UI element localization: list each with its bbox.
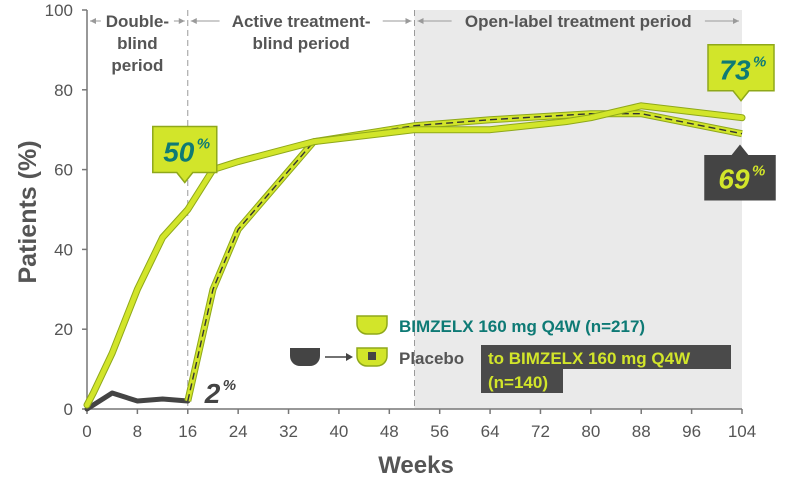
legend-bimzelx-swatch bbox=[356, 315, 388, 335]
open-label-shade bbox=[414, 10, 742, 409]
annotation-69-unit: % bbox=[752, 163, 765, 180]
series-placebo-line bbox=[84, 390, 191, 412]
legend-arrow-head bbox=[346, 353, 353, 361]
x-tick-label: 16 bbox=[178, 422, 197, 441]
x-tick-label: 72 bbox=[531, 422, 550, 441]
period-label: blind bbox=[117, 34, 158, 53]
legend-bimzelx-label: BIMZELX 160 mg Q4W (n=217) bbox=[399, 317, 645, 336]
period-label: Double- bbox=[106, 12, 169, 31]
period-arrow-head bbox=[90, 18, 96, 24]
x-tick-label: 40 bbox=[329, 422, 348, 441]
x-tick-label: 8 bbox=[133, 422, 142, 441]
y-axis-label: Patients (%) bbox=[14, 140, 42, 283]
annotation-69-box bbox=[704, 144, 776, 201]
period-arrow-head bbox=[733, 18, 739, 24]
y-tick-label: 20 bbox=[54, 320, 73, 339]
annotation-50-unit: % bbox=[197, 136, 210, 153]
legend-highlight-box bbox=[481, 369, 563, 393]
legend-switch-marker bbox=[368, 352, 376, 360]
annotation-69-value: 69 bbox=[718, 164, 750, 195]
x-tick-label: 80 bbox=[581, 422, 600, 441]
y-tick-label: 80 bbox=[54, 81, 73, 100]
annotation-2-value: 2 bbox=[204, 378, 221, 409]
annotation-layer: 50 %73 %69 %2% bbox=[152, 43, 776, 409]
annotation-73: 73% bbox=[707, 43, 775, 102]
x-tick-label: 48 bbox=[380, 422, 399, 441]
annotation-50: 50% bbox=[152, 125, 218, 184]
x-tick-label: 64 bbox=[481, 422, 500, 441]
axis-layer: 0 20 40 60 80 100 0 8 16 24 32 40 48 56 64 72 80 88 96 104 bbox=[45, 1, 757, 441]
y-tick-label: 60 bbox=[54, 161, 73, 180]
legend-highlight-text: (n=140) bbox=[488, 373, 548, 392]
series-layer bbox=[83, 102, 746, 412]
x-tick-label: 0 bbox=[82, 422, 91, 441]
x-tick-label: 56 bbox=[430, 422, 449, 441]
legend-placebo-swatch bbox=[290, 348, 320, 366]
period-arrow-head bbox=[417, 18, 424, 24]
x-axis-label: Weeks bbox=[378, 452, 454, 477]
annotation-50-box bbox=[152, 125, 218, 184]
legend-placebo-label: Placebo bbox=[399, 349, 464, 368]
period-label: blind period bbox=[252, 34, 349, 53]
y-tick-label: 100 bbox=[45, 1, 73, 20]
x-tick-label: 24 bbox=[229, 422, 248, 441]
x-tick-label: 96 bbox=[682, 422, 701, 441]
x-tick-label: 104 bbox=[728, 422, 756, 441]
annotation-73-box bbox=[707, 43, 775, 102]
series-switch-dash bbox=[187, 113, 743, 402]
annotation-73-unit: % bbox=[753, 54, 766, 71]
annotation-73-value: 73 bbox=[719, 55, 751, 86]
annotation-69: 69% bbox=[704, 144, 776, 201]
series-bimzelx-line bbox=[84, 103, 745, 408]
annotation-2-unit: % bbox=[223, 377, 236, 394]
x-tick-label: 32 bbox=[279, 422, 298, 441]
annotation-50-value: 50 bbox=[163, 137, 195, 168]
legend: BIMZELX 160 mg Q4W (n=217) Placebo to BIMZ… bbox=[290, 315, 731, 393]
period-label: period bbox=[111, 56, 163, 75]
period-label: Active treatment- bbox=[232, 12, 371, 31]
legend-highlight-box bbox=[481, 345, 731, 369]
period-arrow-head bbox=[405, 18, 412, 24]
x-tick-label: 88 bbox=[632, 422, 651, 441]
period-label: Open-label treatment period bbox=[465, 12, 692, 31]
y-tick-label: 0 bbox=[64, 400, 73, 419]
open-label-shade-layer bbox=[414, 10, 742, 409]
period-layer: Double-blind period Active treatment-blind… bbox=[90, 10, 739, 409]
period-arrow-head bbox=[190, 18, 197, 24]
y-tick-label: 40 bbox=[54, 240, 73, 259]
period-arrow-head bbox=[178, 18, 185, 24]
legend-highlight-text: to BIMZELX 160 mg Q4W bbox=[488, 349, 691, 368]
